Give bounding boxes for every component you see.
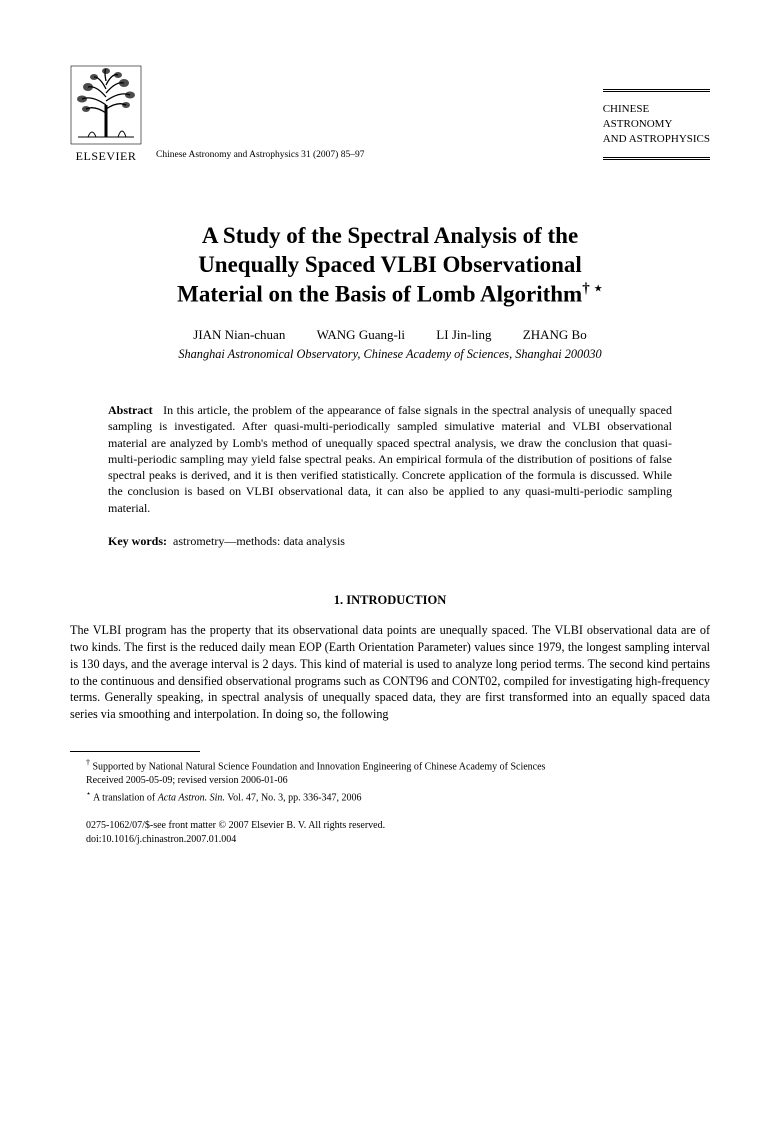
journal-citation: Chinese Astronomy and Astrophysics 31 (2…: [156, 150, 364, 160]
footnote-funding: † Supported by National Natural Science …: [70, 757, 710, 774]
footnote-received: Received 2005-05-09; revised version 200…: [70, 774, 710, 788]
keywords-text: astrometry—methods: data analysis: [173, 534, 345, 548]
footnotes-block: † Supported by National Natural Science …: [70, 757, 710, 805]
author: LI Jin-ling: [436, 327, 491, 342]
title-line2: Unequally Spaced VLBI Observational: [198, 252, 582, 277]
authors-list: JIAN Nian-chuan WANG Guang-li LI Jin-lin…: [70, 327, 710, 343]
footnote-translation: ⋆ A translation of Acta Astron. Sin. Vol…: [70, 788, 710, 805]
journal-name-block: CHINESE ASTRONOMY AND ASTROPHYSICS: [603, 89, 710, 164]
copyright-line1: 0275-1062/07/$-see front matter © 2007 E…: [70, 819, 710, 833]
journal-name-line3: AND ASTROPHYSICS: [603, 132, 710, 147]
title-line3: Material on the Basis of Lomb Algorithm: [177, 281, 582, 306]
abstract-text: In this article, the problem of the appe…: [108, 403, 672, 515]
introduction-body: The VLBI program has the property that i…: [70, 622, 710, 723]
paper-title: A Study of the Spectral Analysis of the …: [70, 222, 710, 309]
publisher-name: ELSEVIER: [76, 149, 137, 164]
elsevier-tree-icon: [70, 65, 142, 145]
paper-title-block: A Study of the Spectral Analysis of the …: [70, 222, 710, 309]
abstract-label: Abstract: [108, 403, 153, 417]
footnote-rule: [70, 751, 200, 752]
author: JIAN Nian-chuan: [193, 327, 285, 342]
affiliation: Shanghai Astronomical Observatory, Chine…: [70, 347, 710, 362]
publisher-logo-block: ELSEVIER: [70, 65, 142, 164]
keywords-block: Key words: astrometry—methods: data anal…: [108, 534, 672, 549]
author: ZHANG Bo: [523, 327, 587, 342]
title-footnote-marks: † ⋆: [582, 281, 603, 297]
page-header: ELSEVIER Chinese Astronomy and Astrophys…: [70, 65, 710, 164]
title-line1: A Study of the Spectral Analysis of the: [202, 223, 578, 248]
abstract-block: Abstract In this article, the problem of…: [108, 402, 672, 516]
section-heading: 1. INTRODUCTION: [70, 593, 710, 608]
header-left: ELSEVIER Chinese Astronomy and Astrophys…: [70, 65, 364, 164]
keywords-label: Key words:: [108, 534, 167, 548]
doi-line: doi:10.1016/j.chinastron.2007.01.004: [70, 833, 710, 847]
copyright-block: 0275-1062/07/$-see front matter © 2007 E…: [70, 819, 710, 846]
journal-name-line1: CHINESE: [603, 102, 710, 117]
author: WANG Guang-li: [317, 327, 405, 342]
journal-name-line2: ASTRONOMY: [603, 117, 710, 132]
